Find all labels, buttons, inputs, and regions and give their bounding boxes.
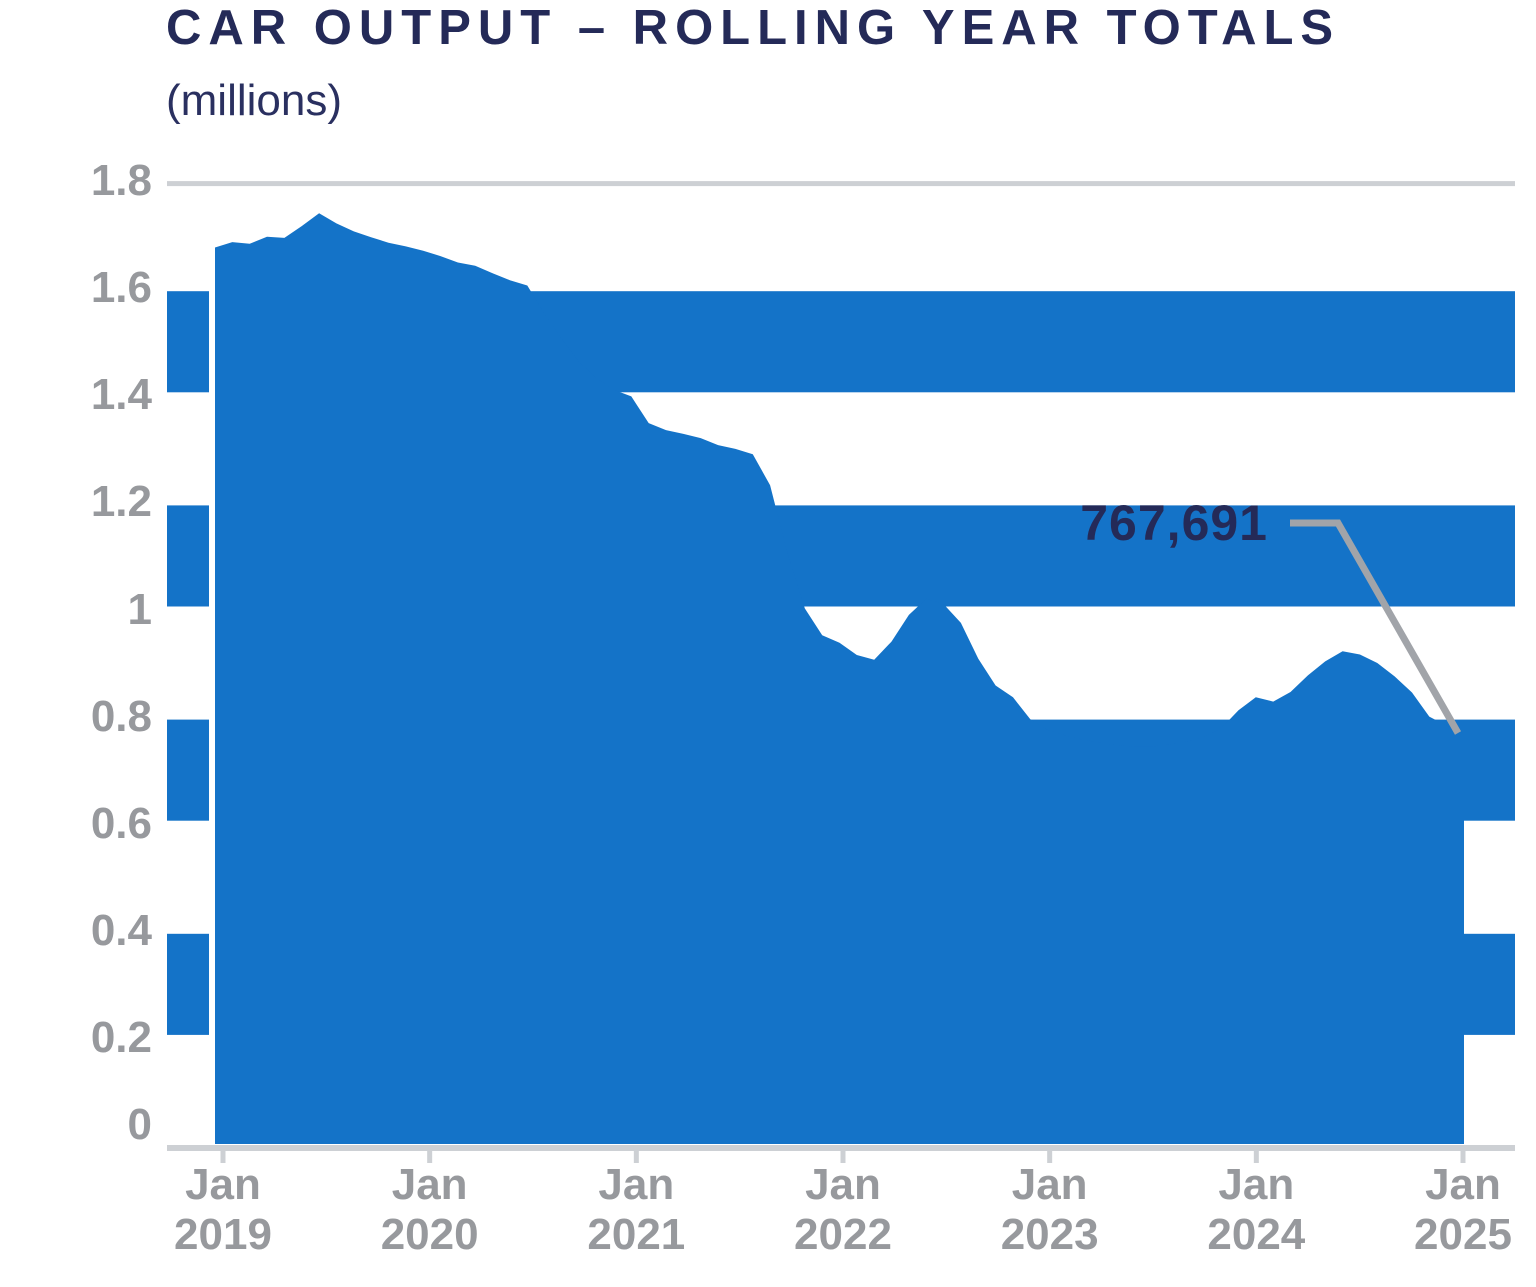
output-area-series [215,213,1464,1144]
car-output-area [215,213,1464,1144]
callout-line [1290,519,1462,735]
x-axis-tick [427,1145,433,1163]
x-axis-tick [1460,1145,1466,1163]
axis-strip-block [167,719,209,821]
x-axis-tick-label: Jan 2021 [587,1160,686,1259]
x-axis-tick [1047,1145,1053,1163]
axis-strip-block [167,505,209,607]
y-axis-label: 1.6 [90,263,152,313]
y-axis-label: 1 [127,584,152,634]
x-axis-tick-label: Jan 2022 [794,1160,892,1259]
x-axis-tick [633,1145,639,1163]
x-axis-ticks [220,1145,1466,1163]
y-axis-strip [167,291,209,1035]
series-end-value-label: 767,691 [1080,495,1268,551]
y-axis-label: 1.8 [90,156,152,206]
x-axis-tick-label: Jan 2023 [1000,1160,1099,1259]
axis-strip-block [167,291,209,393]
chart-subtitle: (millions) [166,76,342,125]
x-axis-tick-label: Jan 2019 [174,1160,272,1259]
chart-title: CAR OUTPUT – ROLLING YEAR TOTALS [166,1,1341,55]
x-axis-tick [220,1145,226,1163]
y-axis-label: 1.4 [90,370,152,420]
y-axis-label: 1.2 [90,477,152,527]
x-axis-tick [840,1145,846,1163]
gridline-top [167,181,1515,187]
y-axis-label: 0 [127,1100,152,1149]
x-axis-tick-label: Jan 2025 [1414,1160,1512,1259]
y-axis-label: 0.6 [90,798,152,848]
y-axis-label: 0.2 [90,1012,152,1062]
y-axis-label: 0.4 [90,905,152,955]
axis-strip-block [167,933,209,1035]
annotation-callout-line [1290,519,1462,735]
y-axis-label: 0.8 [90,691,152,741]
x-axis-tick-label: Jan 2024 [1207,1160,1306,1259]
x-axis-tick-label: Jan 2020 [380,1160,479,1259]
x-axis-tick [1253,1145,1259,1163]
